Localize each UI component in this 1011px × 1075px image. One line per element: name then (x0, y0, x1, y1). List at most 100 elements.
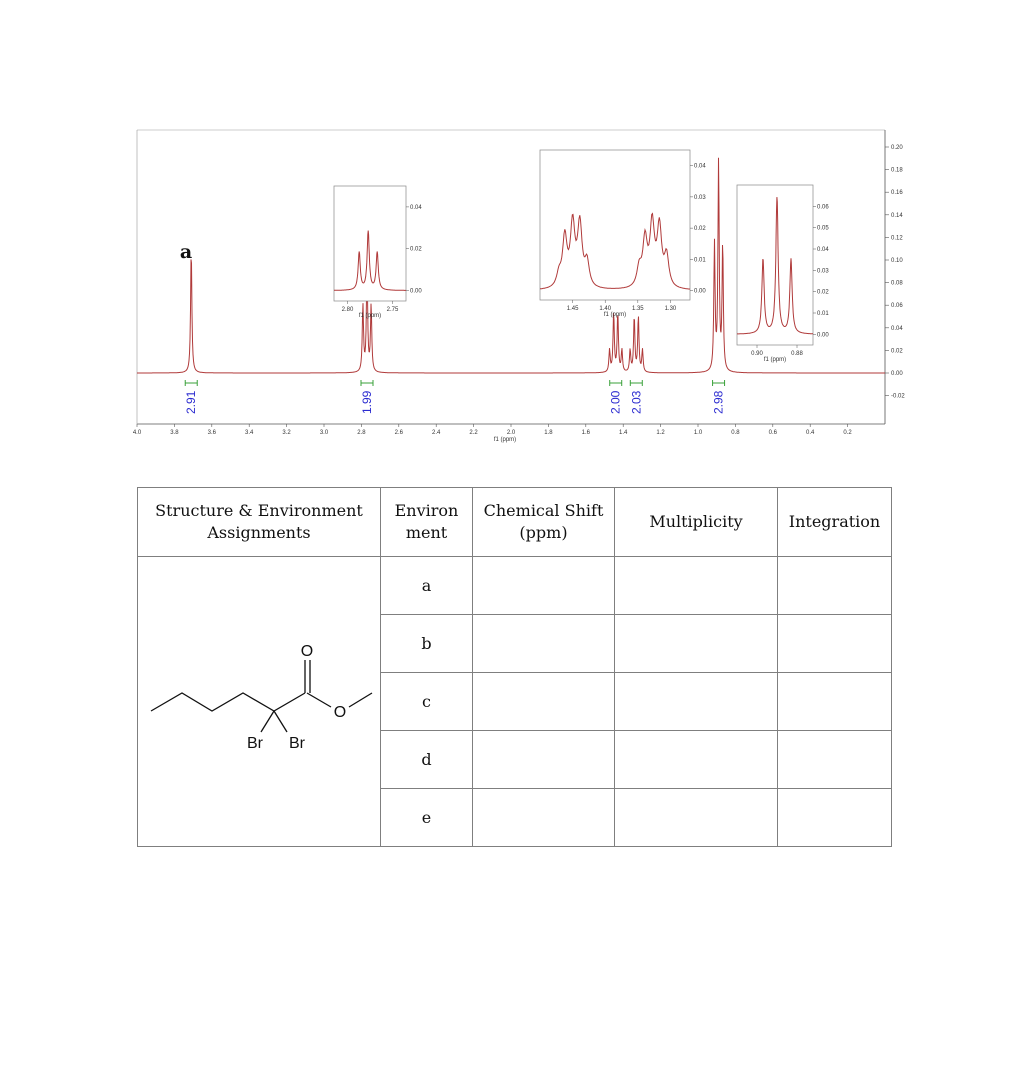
x-axis-ticks: 4.0 3.8 3.6 3.4 3.2 3.0 2.8 2.6 2.4 2.2 2.0 1.8 1.6 1… (133, 424, 852, 436)
integration-cell-d[interactable] (777, 730, 892, 789)
inset-x-tick-label: 1.40 (599, 306, 611, 312)
integral-labels: 2.91 1.99 2.00 2.03 2.98 (184, 380, 726, 414)
inset-x-axis-label: f1 (ppm) (604, 312, 626, 318)
x-tick-label: 0.8 (731, 430, 740, 436)
integral-value: 2.00 (609, 390, 623, 414)
x-tick-label: 1.6 (582, 430, 591, 436)
inset-y-tick-label: 0.00 (694, 289, 706, 295)
structure-cell: O O Br Br (137, 556, 381, 847)
x-tick-label: 0.2 (843, 430, 852, 436)
spectrum-trace (137, 157, 885, 374)
inset-y-tick-label: 0.04 (694, 164, 706, 170)
multiplicity-cell-c[interactable] (614, 672, 778, 731)
inset-y-tick-label: 0.04 (410, 205, 422, 211)
header-structure: Structure & Environment Assignments (137, 487, 381, 557)
oxygen-ester: O (333, 704, 345, 721)
inset-x-axis-label: f1 (ppm) (764, 357, 786, 363)
integration-cell-b[interactable] (777, 614, 892, 673)
table-row: O O Br Br a (137, 556, 892, 847)
y-tick-label: 0.04 (891, 326, 903, 332)
x-tick-label: 2.2 (469, 430, 478, 436)
y-tick-label: 0.20 (891, 145, 903, 151)
inset-y-tick-label: 0.02 (817, 290, 829, 296)
assignment-table: Structure & Environment Assignments Envi… (137, 487, 892, 847)
inset-frame (736, 184, 814, 346)
integration-cell-a[interactable] (777, 556, 892, 615)
x-tick-label: 4.0 (133, 430, 142, 436)
y-tick-label: 0.14 (891, 213, 903, 219)
environment-cell: a (380, 556, 473, 615)
environment-cell: d (380, 730, 473, 789)
multiplicity-cell-e[interactable] (614, 788, 778, 847)
inset-y-tick-label: 0.03 (694, 195, 706, 201)
inset-trace (334, 230, 406, 291)
integral-value: 2.03 (629, 390, 643, 414)
x-tick-label: 1.0 (694, 430, 703, 436)
y-axis-ticks: 0.20 0.18 0.16 0.14 0.12 0.10 0.08 0.06 0.04 0.02… (885, 145, 905, 400)
inset-frame (333, 185, 407, 302)
inset-x-tick-label: 1.45 (567, 306, 579, 312)
chemical-shift-cell-b[interactable] (472, 614, 615, 673)
inset-panel: 0.04 0.02 0.00 2.80 2.75 f1 (ppm) (333, 185, 422, 319)
integral-value: 2.98 (712, 390, 726, 414)
inset-x-tick-label: 1.35 (632, 306, 644, 312)
chemical-shift-cell-a[interactable] (472, 556, 615, 615)
inset-x-tick-label: 0.90 (751, 351, 763, 357)
y-tick-label: 0.16 (891, 190, 903, 196)
inset-y-tick-label: 0.05 (817, 226, 829, 232)
oxygen-carbonyl: O (300, 643, 312, 660)
x-tick-label: 2.8 (357, 430, 366, 436)
inset-panel: 0.06 0.05 0.04 0.03 0.02 0.01 0.00 0.90 0.88 f1 (… (736, 184, 829, 363)
x-tick-label: 3.2 (282, 430, 291, 436)
inset-y-tick-label: 0.02 (410, 247, 422, 253)
header-integration: Integration (777, 487, 892, 557)
x-axis-label: f1 (ppm) (494, 437, 516, 443)
x-tick-label: 1.4 (619, 430, 628, 436)
integral-value: 2.91 (184, 390, 198, 414)
inset-y-tick-label: 0.01 (817, 311, 829, 317)
multiplicity-cell-a[interactable] (614, 556, 778, 615)
x-tick-label: 1.8 (544, 430, 553, 436)
inset-trace (539, 212, 691, 290)
x-tick-label: 3.4 (245, 430, 254, 436)
y-tick-label: 0.08 (891, 281, 903, 287)
y-tick-label: 0.00 (891, 371, 903, 377)
table-row: e (138, 788, 892, 847)
inset-x-tick-label: 0.88 (791, 351, 803, 357)
nmr-spectrum-chart: 4.0 3.8 3.6 3.4 3.2 3.0 2.8 2.6 2.4 2.2 2.0 1.8 1.6 1… (133, 129, 905, 443)
y-tick-label: 0.18 (891, 168, 903, 174)
environment-cell: b (380, 614, 473, 673)
x-tick-label: 0.4 (806, 430, 815, 436)
x-tick-label: 2.6 (395, 430, 404, 436)
y-tick-label: 0.06 (891, 303, 903, 309)
table-row: b (138, 614, 892, 673)
chemical-shift-cell-c[interactable] (472, 672, 615, 731)
multiplicity-cell-b[interactable] (614, 614, 778, 673)
environment-cell: e (380, 788, 473, 847)
integral-value: 1.99 (360, 390, 374, 414)
chemical-shift-cell-d[interactable] (472, 730, 615, 789)
molecule-structure: O O Br Br (150, 643, 372, 752)
inset-y-tick-label: 0.00 (410, 289, 422, 295)
chemical-shift-cell-e[interactable] (472, 788, 615, 847)
bromine-right: Br (289, 735, 306, 752)
inset-x-tick-label: 2.80 (342, 307, 354, 313)
x-tick-label: 3.0 (320, 430, 329, 436)
x-tick-label: 0.6 (769, 430, 778, 436)
multiplicity-cell-d[interactable] (614, 730, 778, 789)
integration-cell-e[interactable] (777, 788, 892, 847)
environment-cell: c (380, 672, 473, 731)
x-tick-label: 3.8 (170, 430, 179, 436)
x-tick-label: 3.6 (208, 430, 217, 436)
peak-label-a: a (180, 241, 192, 263)
inset-panel: 0.04 0.03 0.02 0.01 0.00 1.45 1.40 1.35 1.30 f1 (… (539, 149, 706, 318)
inset-x-axis-label: f1 (ppm) (359, 313, 381, 319)
inset-y-tick-label: 0.03 (817, 268, 829, 274)
integration-cell-c[interactable] (777, 672, 892, 731)
x-tick-label: 2.0 (507, 430, 516, 436)
inset-y-tick-label: 0.02 (694, 226, 706, 232)
header-chemical-shift: Chemical Shift (ppm) (472, 487, 615, 557)
bromine-left: Br (247, 735, 264, 752)
inset-x-tick-label: 2.75 (387, 307, 399, 313)
inset-y-tick-label: 0.01 (694, 257, 706, 263)
